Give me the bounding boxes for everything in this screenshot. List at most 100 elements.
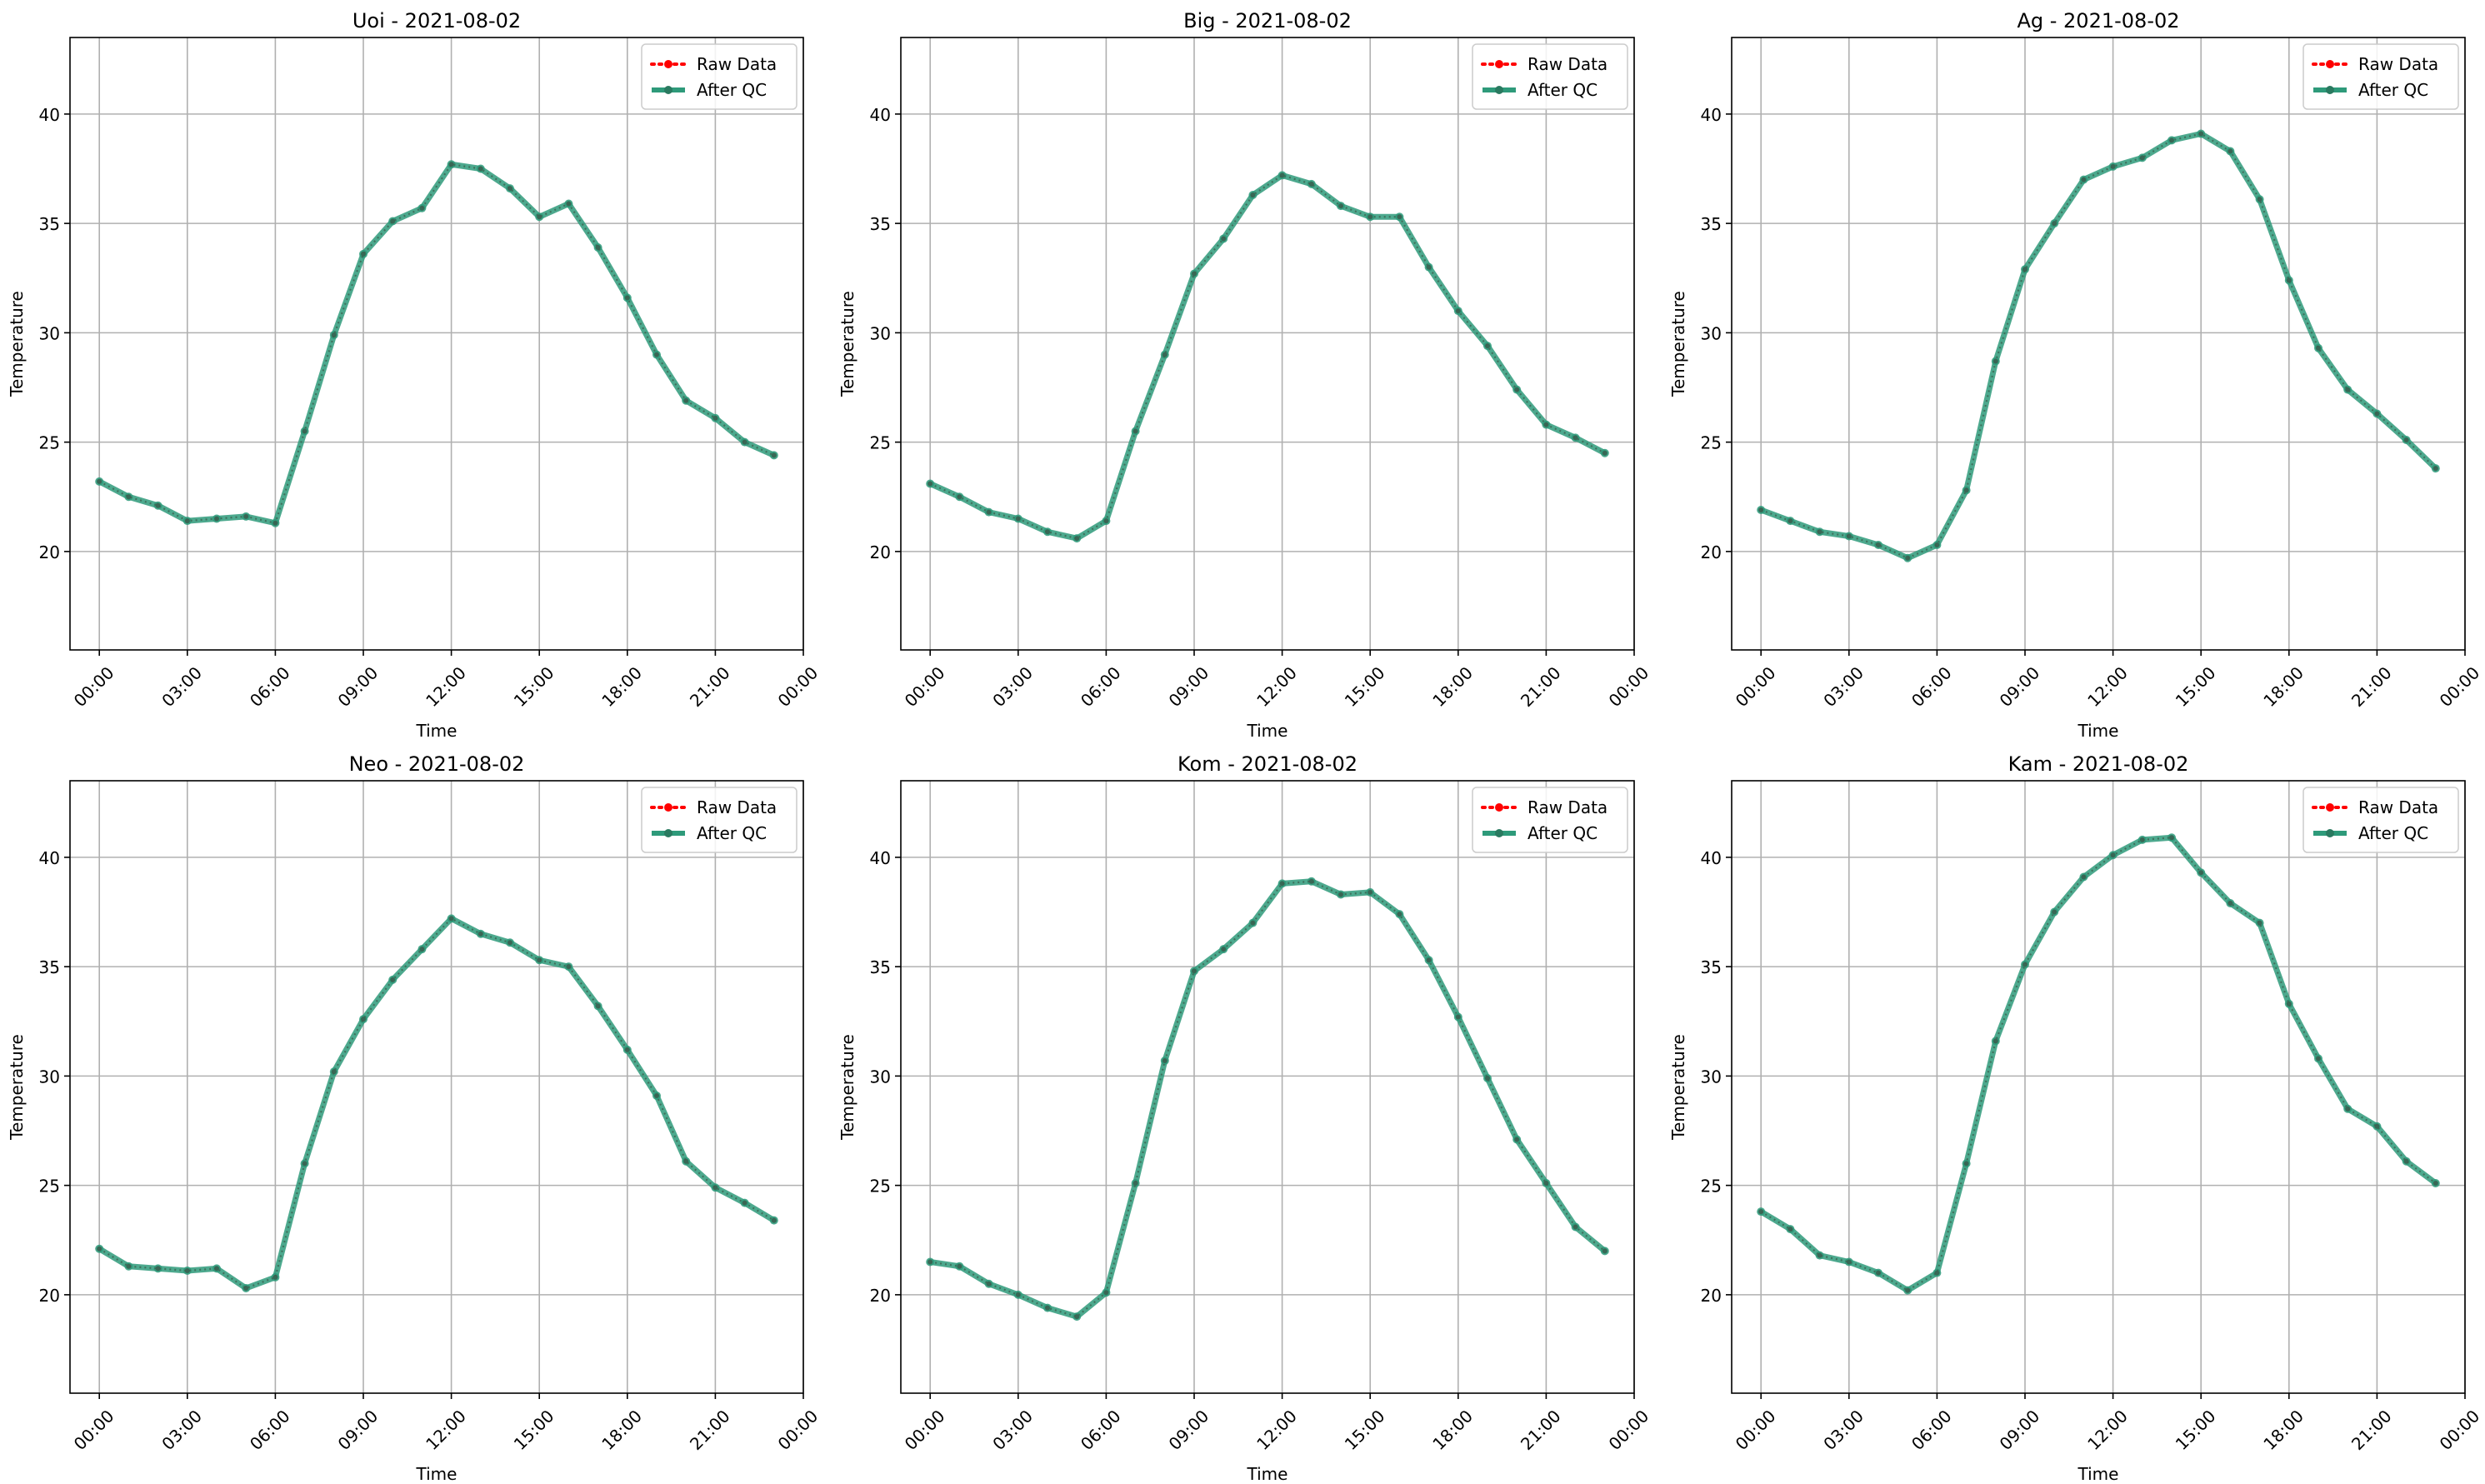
raw-data-line [98,917,775,1290]
x-tick-label: 12:00 [1252,662,1301,711]
y-axis: 20 25 30 35 40 Temperature [7,105,70,562]
raw-data-point [683,397,689,403]
x-tick-label: 15:00 [510,662,558,711]
raw-data-point [1992,358,1998,364]
grid [1732,781,2466,1393]
series-after-qc [95,160,778,527]
axes-frame [900,780,1635,1394]
chart-title: Neo - 2021-08-02 [349,752,525,776]
raw-data-point [1963,1161,1969,1167]
x-axis: 00:00 03:00 06:00 09:00 12:00 15:00 18:00 21:00… [70,1393,822,1484]
raw-data-point [928,1259,933,1265]
raw-data-point [302,1161,308,1167]
x-axis-label: Time [416,721,458,741]
legend-qc-marker [664,86,672,94]
raw-data-point [1572,435,1578,441]
x-tick-label: 18:00 [1428,662,1477,711]
raw-data-point [957,494,962,500]
x-tick-label: 15:00 [1341,662,1389,711]
raw-data-point [2081,177,2087,182]
raw-data-point [155,502,161,508]
raw-data-point [1368,889,1373,895]
raw-data-point [2081,874,2087,880]
raw-data-line [1760,837,2437,1292]
x-tick-label: 15:00 [510,1406,558,1454]
x-axis: 00:00 03:00 06:00 09:00 12:00 15:00 18:00 21:00… [901,1393,1652,1484]
raw-data-point [1992,1038,1998,1044]
series-raw-data [1758,835,2438,1293]
raw-data-point [2374,411,2380,417]
x-tick-label: 12:00 [422,1406,470,1454]
raw-data-point [1250,192,1256,197]
raw-data-point [1758,507,1764,512]
y-tick-label: 20 [1701,1286,1722,1306]
after-qc-line [927,878,1608,1320]
raw-data-point [537,957,542,963]
y-tick-label: 20 [1701,542,1722,562]
subplot-uoi: Uoi - 2021-08-02 20 25 30 35 40 Temperature 00:… [7,9,822,741]
raw-data-point [2316,1056,2321,1062]
raw-data-point [2403,1158,2409,1164]
y-tick-label: 35 [870,957,891,977]
chart-title: Kom - 2021-08-02 [1178,752,1358,776]
raw-data-point [2257,920,2262,926]
raw-data-point [1074,1314,1080,1320]
raw-data-point [1514,1137,1520,1142]
raw-data-point [331,332,337,337]
y-tick-label: 40 [39,848,60,868]
x-tick-label: 18:00 [598,1406,646,1454]
series-after-qc [1757,833,2440,1295]
raw-data-point [1572,1224,1578,1230]
y-tick-label: 40 [1701,848,1722,868]
y-axis: 20 25 30 35 40 Temperature [838,105,901,562]
raw-data-point [1397,214,1402,220]
raw-data-point [1397,912,1402,917]
raw-data-point [742,1200,748,1206]
raw-data-point [1162,352,1168,357]
raw-data-point [1788,1227,1793,1232]
series-raw-data [928,878,1608,1320]
y-tick-label: 35 [870,214,891,234]
x-tick-label: 09:00 [1165,662,1213,711]
after-qc-line [1758,834,2439,1294]
raw-data-line [930,880,1606,1318]
raw-data-point [155,1266,161,1272]
raw-data-point [1132,1181,1138,1186]
raw-data-point [2139,155,2145,161]
raw-data-point [272,520,278,526]
raw-data-point [712,1185,718,1191]
x-axis-label: Time [416,1464,458,1484]
legend: Raw Data After QC [641,43,798,110]
raw-data-point [771,1217,777,1223]
raw-data-point [361,251,366,257]
y-tick-label: 35 [1701,957,1722,977]
raw-data-point [1788,518,1793,524]
grid [70,781,804,1393]
x-tick-label: 15:00 [1341,1406,1389,1454]
y-axis-label: Temperature [1668,1034,1688,1141]
legend: Raw Data After QC [2302,787,2459,853]
series-after-qc [1757,129,2440,562]
raw-data-point [2316,345,2321,351]
x-tick-label: 00:00 [1605,662,1653,711]
legend-raw-marker [1495,803,1503,812]
raw-data-point [1846,533,1852,539]
x-tick-label: 03:00 [158,662,206,711]
raw-data-point [390,218,396,224]
legend-box [2302,787,2459,853]
raw-data-point [1015,516,1021,522]
x-tick-label: 21:00 [1517,1406,1565,1454]
y-tick-label: 30 [870,1067,891,1087]
raw-data-point [1758,1209,1764,1215]
legend-qc-marker [1495,829,1503,837]
x-tick-label: 00:00 [901,1406,949,1454]
raw-data-point [126,1263,132,1269]
raw-data-point [957,1263,962,1269]
x-tick-label: 03:00 [158,1406,206,1454]
legend-raw-marker [2326,803,2334,812]
raw-data-point [624,295,630,301]
raw-data-point [1602,450,1608,456]
y-tick-label: 25 [39,433,60,453]
raw-data-point [1876,542,1881,547]
raw-data-point [1045,529,1050,535]
